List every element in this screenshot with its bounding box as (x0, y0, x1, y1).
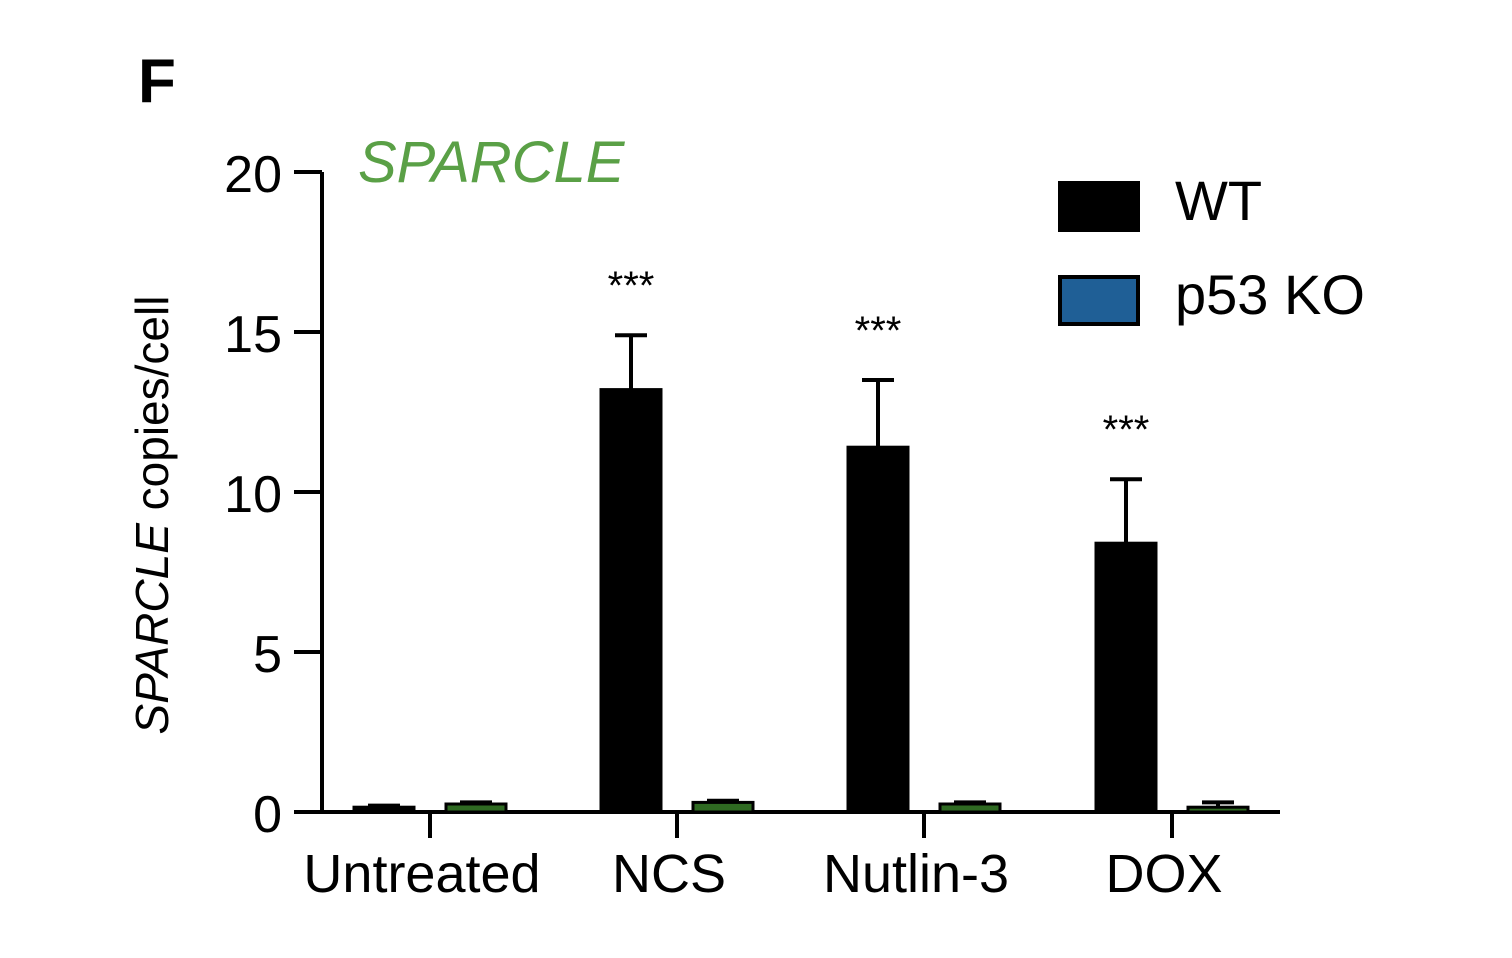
legend-label-p53-ko: p53 KO (1175, 263, 1365, 326)
legend-swatch-wt (1058, 181, 1140, 232)
y-axis-label-italic: SPARCLE (126, 522, 178, 735)
significance-annotations: *** *** *** (608, 264, 1150, 452)
x-tick-label: Nutlin-3 (823, 844, 1009, 904)
x-axis: Untreated NCS Nutlin-3 DOX (294, 810, 1280, 904)
y-axis-label: SPARCLE copies/cell (126, 296, 178, 735)
legend: WT p53 KO (1058, 169, 1365, 326)
bar-wt (352, 805, 416, 814)
bar-wt (599, 388, 663, 814)
bar-p53-ko (1186, 805, 1250, 814)
y-axis-label-rest: copies/cell (126, 296, 178, 524)
bars (352, 388, 1250, 814)
significance-marker: *** (608, 264, 655, 308)
y-axis: 0 5 10 15 20 (224, 146, 324, 844)
bar-wt (846, 445, 910, 814)
bar-p53-ko (938, 802, 1002, 814)
x-tick-label: Untreated (303, 844, 540, 904)
significance-marker: *** (1103, 408, 1150, 452)
legend-swatch-p53-ko (1058, 275, 1140, 326)
error-bars (368, 333, 1234, 808)
bar-wt (1094, 541, 1158, 814)
bar-p53-ko (691, 800, 755, 814)
y-tick-label: 0 (253, 786, 282, 844)
bar-p53-ko (444, 802, 508, 814)
y-tick-label: 10 (224, 466, 282, 524)
x-tick-label: DOX (1105, 844, 1222, 904)
y-tick-label: 5 (253, 626, 282, 684)
chart-title: SPARCLE (358, 130, 626, 195)
legend-label-wt: WT (1175, 169, 1262, 232)
y-tick-label: 15 (224, 306, 282, 364)
x-tick-label: NCS (612, 844, 726, 904)
significance-marker: *** (855, 309, 902, 353)
panel-label: F (138, 47, 176, 116)
y-tick-label: 20 (224, 146, 282, 204)
